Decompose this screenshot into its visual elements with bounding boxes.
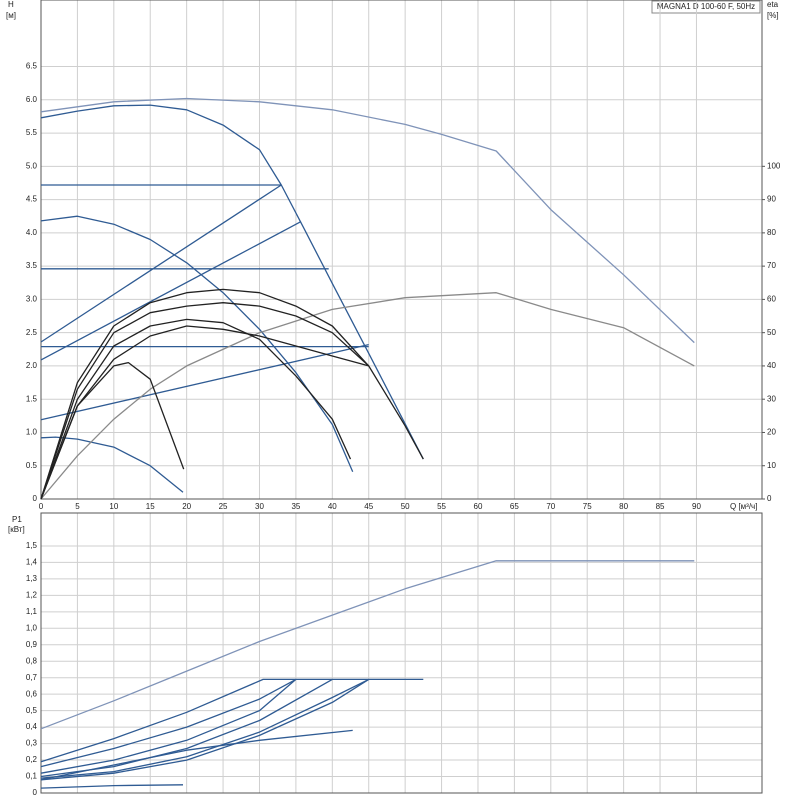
x-tick-label: 0	[39, 502, 44, 511]
curve	[40, 318, 352, 500]
y2-tick-label: 80	[767, 228, 776, 237]
plot-frame	[40, 512, 763, 794]
y-tick-label: 0,3	[26, 739, 38, 748]
y-tick-label: 1,4	[26, 558, 38, 567]
curve	[40, 560, 695, 730]
y-unit: [м]	[6, 11, 16, 20]
x-tick-label: 70	[546, 502, 555, 511]
y-tick-label: 0	[33, 788, 38, 797]
y-tick-label: 0,8	[26, 656, 38, 665]
y-tick-label: 0,5	[26, 706, 38, 715]
y-tick-label: 1,1	[26, 607, 38, 616]
curve	[40, 361, 185, 500]
y-tick-label: 1,5	[26, 541, 38, 550]
y-tick-label: 2.5	[26, 328, 38, 337]
curve	[40, 325, 369, 500]
curve	[40, 292, 695, 500]
y-tick-label: 0.5	[26, 461, 38, 470]
title-box	[651, 0, 761, 14]
curve	[40, 678, 424, 763]
x-tick-label: 45	[364, 502, 373, 511]
curve	[40, 302, 370, 500]
curve	[40, 729, 353, 781]
y-tick-label: 6.0	[26, 95, 38, 104]
y-tick-label: 1,2	[26, 590, 38, 599]
y-label: H	[8, 0, 14, 9]
curve	[40, 678, 297, 774]
x-tick-label: 15	[146, 502, 155, 511]
y2-tick-label: 60	[767, 295, 776, 304]
x-tick-label: 65	[510, 502, 519, 511]
y2-tick-label: 50	[767, 328, 776, 337]
y-tick-label: 0	[33, 494, 38, 503]
y-label: P1	[12, 515, 22, 524]
y2-tick-label: 30	[767, 394, 776, 403]
x-tick-label: 20	[182, 502, 191, 511]
y-tick-label: 0,7	[26, 673, 38, 682]
curve	[40, 678, 369, 779]
curve	[40, 104, 424, 460]
curve	[40, 343, 369, 421]
x-tick-label: 90	[692, 502, 701, 511]
x-tick-label: 60	[474, 502, 483, 511]
x-tick-label: 25	[219, 502, 228, 511]
y2-tick-label: 0	[767, 494, 772, 503]
y-tick-label: 4.5	[26, 195, 38, 204]
y-tick-label: 1,0	[26, 623, 38, 632]
y-tick-label: 0,2	[26, 755, 38, 764]
y2-unit: [%]	[767, 11, 779, 20]
curve	[40, 215, 354, 472]
y-tick-label: 5.5	[26, 128, 38, 137]
y2-tick-label: 20	[767, 428, 776, 437]
x-tick-label: 30	[255, 502, 264, 511]
y-tick-label: 1,3	[26, 574, 38, 583]
y2-tick-label: 90	[767, 195, 776, 204]
chart-title: MAGNA1 D 100-60 F, 50Hz	[657, 2, 755, 11]
x-tick-label: 50	[401, 502, 410, 511]
y-tick-label: 3.0	[26, 295, 38, 304]
x-tick-label: 85	[656, 502, 665, 511]
x-tick-label: 80	[619, 502, 628, 511]
y-tick-label: 6.5	[26, 62, 38, 71]
curve	[40, 97, 695, 344]
y-tick-label: 1.5	[26, 394, 38, 403]
y-tick-label: 0,1	[26, 772, 38, 781]
y-tick-label: 0,9	[26, 640, 38, 649]
y-tick-label: 3.5	[26, 261, 38, 270]
y2-tick-label: 10	[767, 461, 776, 470]
curve	[40, 784, 184, 789]
x-tick-label: 75	[583, 502, 592, 511]
y-tick-label: 4.0	[26, 228, 38, 237]
x-tick-label: 35	[291, 502, 300, 511]
y-unit: [кВт]	[8, 525, 25, 534]
y2-label: eta	[767, 0, 779, 9]
y-tick-label: 0,4	[26, 722, 38, 731]
curve	[40, 436, 184, 493]
x-label: Q [м³/ч]	[730, 502, 757, 511]
y2-tick-label: 100	[767, 161, 781, 170]
y2-tick-label: 70	[767, 261, 776, 270]
plot-frame	[40, 0, 763, 500]
y-tick-label: 2.0	[26, 361, 38, 370]
y-tick-label: 1.0	[26, 428, 38, 437]
y-tick-label: 5.0	[26, 161, 38, 170]
curve	[40, 678, 370, 781]
curve	[40, 288, 424, 500]
x-tick-label: 55	[437, 502, 446, 511]
y-tick-label: 0,6	[26, 689, 38, 698]
y2-tick-label: 40	[767, 361, 776, 370]
x-tick-label: 40	[328, 502, 337, 511]
curve	[40, 221, 302, 361]
curve	[40, 184, 282, 343]
x-tick-label: 10	[109, 502, 118, 511]
curve	[40, 678, 297, 768]
x-tick-label: 5	[75, 502, 80, 511]
